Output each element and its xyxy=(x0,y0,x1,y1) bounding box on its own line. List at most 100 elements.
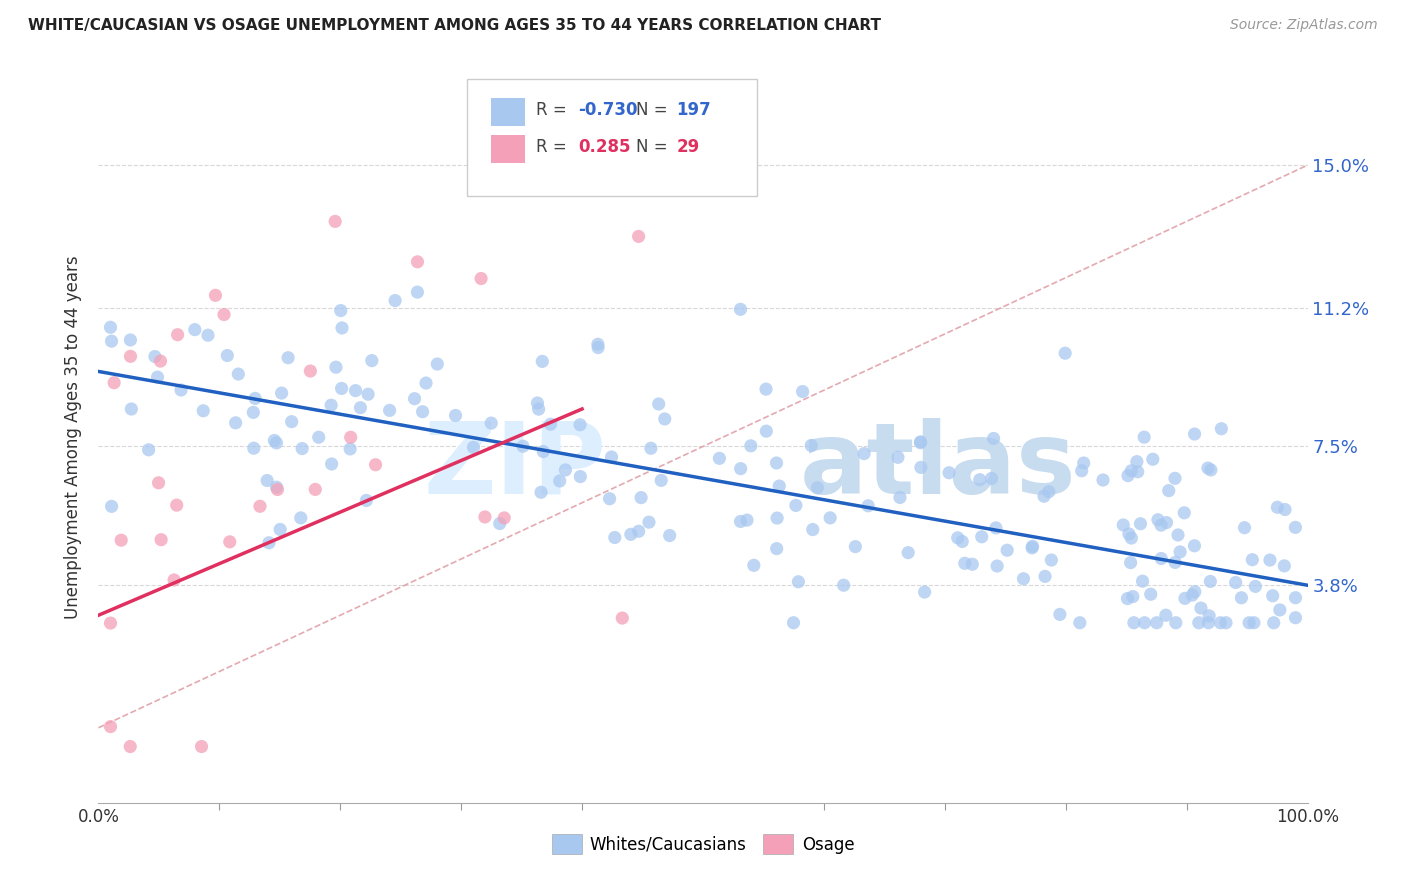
Point xyxy=(218,534,240,549)
Point xyxy=(1272,558,1295,573)
Point xyxy=(627,229,650,244)
Text: ZIP: ZIP xyxy=(423,417,606,515)
Point xyxy=(1132,574,1154,589)
Point xyxy=(1284,611,1306,625)
Point xyxy=(243,392,266,406)
Point xyxy=(204,288,226,302)
Point xyxy=(1157,483,1180,498)
Text: atlas: atlas xyxy=(800,417,1077,515)
Point xyxy=(1112,518,1135,533)
Point xyxy=(360,353,382,368)
Point xyxy=(356,493,378,508)
Point xyxy=(406,285,429,300)
Point xyxy=(415,376,437,390)
Point xyxy=(384,293,406,308)
Point xyxy=(612,611,634,625)
Text: 29: 29 xyxy=(676,137,700,156)
Point xyxy=(110,533,132,548)
Point xyxy=(488,516,510,531)
Point xyxy=(323,214,346,228)
Point xyxy=(474,510,496,524)
Point xyxy=(910,460,932,475)
Point xyxy=(330,381,353,395)
Point xyxy=(1184,427,1206,442)
Point xyxy=(266,483,288,497)
Point xyxy=(463,441,485,455)
Point xyxy=(946,531,969,545)
Point xyxy=(1122,615,1144,630)
Point xyxy=(742,558,765,573)
Point xyxy=(120,739,142,754)
Point xyxy=(1244,579,1267,593)
Point xyxy=(1174,591,1197,606)
Point xyxy=(1119,556,1142,570)
Point xyxy=(1122,590,1144,604)
Point xyxy=(554,463,576,477)
Point xyxy=(1173,506,1195,520)
Point xyxy=(787,574,810,589)
Point xyxy=(166,498,188,512)
Point xyxy=(364,458,387,472)
Point xyxy=(1116,591,1139,606)
Point xyxy=(766,511,789,525)
Point xyxy=(730,515,752,529)
Point xyxy=(1268,603,1291,617)
Point xyxy=(270,386,292,401)
Point xyxy=(344,384,367,398)
Point xyxy=(280,415,302,429)
Point xyxy=(1211,422,1233,436)
Point xyxy=(586,337,609,351)
Point xyxy=(647,397,669,411)
Point xyxy=(765,456,787,470)
Point xyxy=(190,739,212,754)
Point xyxy=(120,350,142,364)
Point xyxy=(212,308,235,322)
Point xyxy=(638,515,661,529)
Point xyxy=(950,534,973,549)
Text: N =: N = xyxy=(637,137,673,156)
Point xyxy=(1164,556,1187,570)
Point xyxy=(339,442,361,456)
Point xyxy=(263,434,285,448)
Point xyxy=(1263,615,1285,630)
Point xyxy=(100,616,122,631)
Point xyxy=(1146,615,1168,630)
Point xyxy=(627,524,650,539)
Point xyxy=(143,350,166,364)
Point xyxy=(730,461,752,475)
Point xyxy=(120,402,142,417)
Point xyxy=(1168,545,1191,559)
Point xyxy=(1261,589,1284,603)
Point xyxy=(1118,527,1140,541)
Point xyxy=(329,303,352,318)
Legend: Whites/Caucasians, Osage: Whites/Caucasians, Osage xyxy=(546,828,860,860)
Point xyxy=(120,333,142,347)
Point xyxy=(730,302,752,317)
Point xyxy=(650,474,672,488)
Point xyxy=(1243,615,1265,630)
Text: Source: ZipAtlas.com: Source: ZipAtlas.com xyxy=(1230,18,1378,32)
Point xyxy=(910,435,932,450)
Text: R =: R = xyxy=(536,137,572,156)
Point xyxy=(530,485,553,500)
Point xyxy=(1073,456,1095,470)
Point xyxy=(1070,464,1092,478)
Point xyxy=(103,376,125,390)
Point xyxy=(325,360,347,375)
Point xyxy=(531,354,554,368)
Point xyxy=(548,474,571,488)
Point xyxy=(406,255,429,269)
Point xyxy=(1012,572,1035,586)
Point xyxy=(1129,516,1152,531)
Point xyxy=(1184,584,1206,599)
Point xyxy=(953,557,976,571)
Point xyxy=(844,540,866,554)
Point xyxy=(969,473,991,487)
Point xyxy=(887,450,910,465)
Point xyxy=(1181,588,1204,602)
Point xyxy=(983,432,1005,446)
Point xyxy=(856,499,879,513)
Text: -0.730: -0.730 xyxy=(578,101,638,120)
Point xyxy=(526,396,548,410)
Point xyxy=(100,334,122,348)
